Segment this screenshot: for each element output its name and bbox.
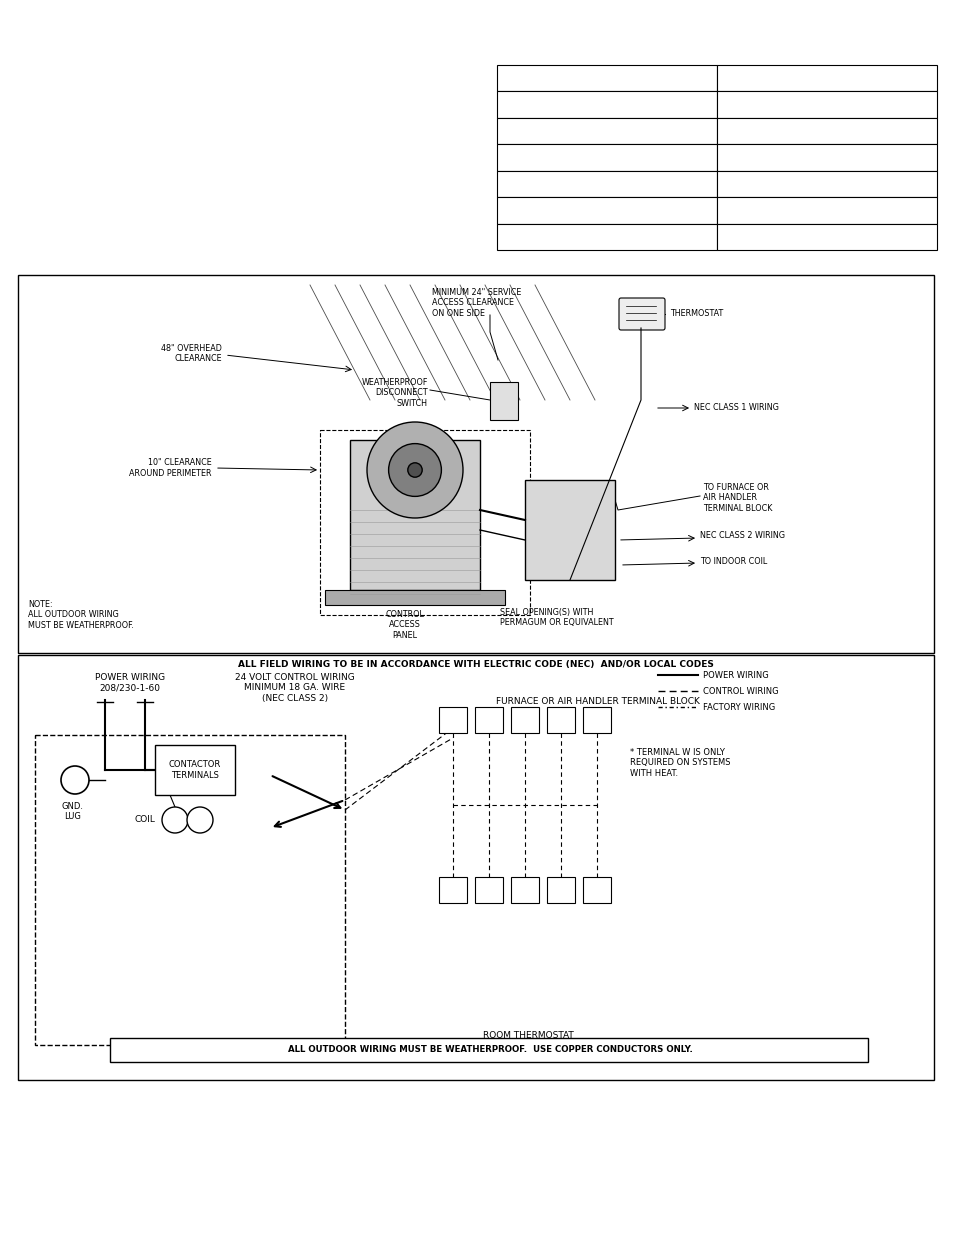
Text: MINIMUM 24" SERVICE
ACCESS CLEARANCE
ON ONE SIDE: MINIMUM 24" SERVICE ACCESS CLEARANCE ON … — [432, 288, 521, 317]
Bar — [490, 382, 517, 420]
Bar — [524, 480, 615, 580]
Text: *: * — [594, 885, 598, 895]
Circle shape — [407, 463, 422, 477]
FancyBboxPatch shape — [618, 298, 664, 330]
Bar — [110, 1037, 867, 1062]
Bar — [717, 91, 936, 117]
Text: Y: Y — [449, 885, 456, 895]
Text: COIL: COIL — [134, 815, 154, 825]
Bar — [717, 198, 936, 224]
Bar — [546, 706, 575, 734]
Text: ALL OUTDOOR WIRING MUST BE WEATHERPROOF.  USE COPPER CONDUCTORS ONLY.: ALL OUTDOOR WIRING MUST BE WEATHERPROOF.… — [287, 1046, 692, 1055]
Text: ALL FIELD WIRING TO BE IN ACCORDANCE WITH ELECTRIC CODE (NEC)  AND/OR LOCAL CODE: ALL FIELD WIRING TO BE IN ACCORDANCE WIT… — [238, 659, 713, 669]
Text: CONTROL WIRING: CONTROL WIRING — [702, 687, 778, 695]
Bar — [511, 706, 538, 734]
Text: WEATHERPROOF
DISCONNECT
SWITCH: WEATHERPROOF DISCONNECT SWITCH — [361, 378, 428, 408]
Text: 24 VOLT CONTROL WIRING
MINIMUM 18 GA. WIRE
(NEC CLASS 2): 24 VOLT CONTROL WIRING MINIMUM 18 GA. WI… — [234, 673, 355, 703]
Text: R: R — [485, 885, 493, 895]
Circle shape — [388, 443, 441, 496]
Text: Y: Y — [485, 715, 492, 725]
Bar — [497, 65, 717, 91]
Bar — [717, 170, 936, 198]
Circle shape — [367, 422, 462, 517]
Text: TO INDOOR COIL: TO INDOOR COIL — [700, 557, 766, 567]
Text: W: W — [591, 715, 601, 725]
Bar — [325, 590, 504, 605]
Text: FACTORY WIRING: FACTORY WIRING — [702, 703, 775, 711]
Text: SEAL OPENING(S) WITH
PERMAGUM OR EQUIVALENT: SEAL OPENING(S) WITH PERMAGUM OR EQUIVAL… — [499, 608, 613, 627]
Bar — [717, 224, 936, 249]
Text: ROOM THERMOSTAT: ROOM THERMOSTAT — [482, 1030, 573, 1040]
Bar — [35, 735, 345, 1045]
Bar — [497, 198, 717, 224]
Text: R: R — [520, 715, 528, 725]
Circle shape — [162, 806, 188, 832]
Bar — [438, 877, 467, 903]
Bar — [475, 877, 502, 903]
Bar — [475, 706, 502, 734]
Bar — [511, 877, 538, 903]
Bar — [582, 877, 610, 903]
Text: NEC CLASS 2 WIRING: NEC CLASS 2 WIRING — [700, 531, 784, 540]
Text: 48" OVERHEAD
CLEARANCE: 48" OVERHEAD CLEARANCE — [161, 345, 222, 363]
Bar — [497, 117, 717, 144]
Text: G: G — [557, 715, 564, 725]
Text: CONDENSING UNIT: CONDENSING UNIT — [140, 1041, 226, 1050]
Bar — [18, 275, 933, 653]
Bar — [154, 745, 234, 795]
Text: W: W — [555, 885, 566, 895]
Text: 10" CLEARANCE
AROUND PERIMETER: 10" CLEARANCE AROUND PERIMETER — [130, 458, 212, 478]
Bar — [497, 91, 717, 117]
Bar — [18, 655, 933, 1079]
Text: POWER WIRING: POWER WIRING — [702, 671, 768, 679]
Bar — [717, 65, 936, 91]
Bar — [497, 144, 717, 170]
Bar — [497, 224, 717, 249]
Text: TO FURNACE OR
AIR HANDLER
TERMINAL BLOCK: TO FURNACE OR AIR HANDLER TERMINAL BLOCK — [702, 483, 772, 513]
Bar — [717, 117, 936, 144]
Bar — [319, 430, 530, 615]
Bar — [350, 440, 479, 590]
Bar — [438, 706, 467, 734]
Text: FURNACE OR AIR HANDLER TERMINAL BLOCK: FURNACE OR AIR HANDLER TERMINAL BLOCK — [496, 697, 700, 706]
Circle shape — [61, 766, 89, 794]
Text: POWER WIRING
208/230-1-60: POWER WIRING 208/230-1-60 — [95, 673, 165, 693]
Text: NOTE:
ALL OUTDOOR WIRING
MUST BE WEATHERPROOF.: NOTE: ALL OUTDOOR WIRING MUST BE WEATHER… — [28, 600, 133, 630]
Text: GND.
LUG: GND. LUG — [62, 802, 84, 821]
Text: CONTACTOR
TERMINALS: CONTACTOR TERMINALS — [169, 761, 221, 779]
Bar — [717, 144, 936, 170]
Text: * TERMINAL W IS ONLY
REQUIRED ON SYSTEMS
WITH HEAT.: * TERMINAL W IS ONLY REQUIRED ON SYSTEMS… — [629, 748, 730, 778]
Text: THERMOSTAT: THERMOSTAT — [669, 310, 722, 319]
Text: NEC CLASS 1 WIRING: NEC CLASS 1 WIRING — [693, 404, 778, 412]
Text: G: G — [520, 885, 529, 895]
Text: C: C — [449, 715, 456, 725]
Circle shape — [187, 806, 213, 832]
Text: CONTROL
ACCESS
PANEL: CONTROL ACCESS PANEL — [385, 610, 424, 640]
Bar — [582, 706, 610, 734]
Bar — [497, 170, 717, 198]
Bar — [546, 877, 575, 903]
